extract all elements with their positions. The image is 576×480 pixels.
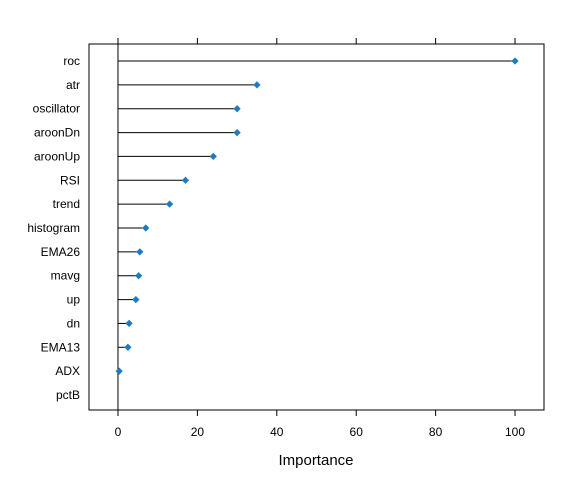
importance-points (115, 57, 519, 375)
point-EMA26 (136, 248, 144, 256)
point-histogram (142, 224, 150, 232)
point-mavg (135, 272, 143, 280)
y-tick-label: oscillator (33, 102, 80, 116)
importance-stems (117, 60, 516, 372)
point-EMA13 (124, 343, 132, 351)
y-tick-label: EMA26 (41, 245, 81, 259)
y-tick-label: up (67, 293, 81, 307)
point-aroonDn (233, 128, 241, 137)
x-tick-label: 80 (429, 425, 443, 439)
y-tick-label: trend (53, 197, 80, 211)
x-tick-label: 100 (505, 425, 525, 439)
y-tick-label: atr (66, 78, 80, 92)
y-tick-label: aroonDn (34, 126, 80, 140)
y-tick-label: pctB (56, 388, 80, 402)
y-tick-label: histogram (27, 221, 80, 235)
y-tick-label: aroonUp (34, 149, 80, 163)
point-oscillator (233, 105, 241, 113)
x-tick-label: 60 (350, 425, 364, 439)
y-tick-label: mavg (51, 269, 80, 283)
plot-frame (88, 43, 545, 411)
x-ticks-top (117, 38, 516, 44)
x-tick-labels: 0 20 40 60 80 100 (115, 425, 526, 439)
y-tick-label: roc (63, 54, 80, 68)
x-tick-label: 20 (191, 425, 205, 439)
point-RSI (181, 176, 190, 184)
point-roc (511, 57, 519, 65)
y-tick-label: EMA13 (41, 340, 81, 354)
y-tick-label: RSI (60, 173, 80, 187)
x-ticks-bottom (117, 410, 516, 416)
y-tick-labels: roc atr oscillator aroonDn aroonUp RSI trend hi… (27, 54, 80, 402)
y-tick-label: ADX (55, 364, 80, 378)
x-axis-title: Importance (278, 452, 353, 469)
point-up (132, 295, 140, 304)
point-ADX (115, 367, 123, 375)
x-tick-label: 40 (270, 425, 284, 439)
x-tick-label: 0 (115, 425, 122, 439)
point-dn (125, 319, 133, 328)
point-aroonUp (209, 152, 217, 161)
point-atr (253, 81, 261, 89)
point-trend (165, 200, 174, 208)
y-tick-label: dn (67, 316, 80, 330)
